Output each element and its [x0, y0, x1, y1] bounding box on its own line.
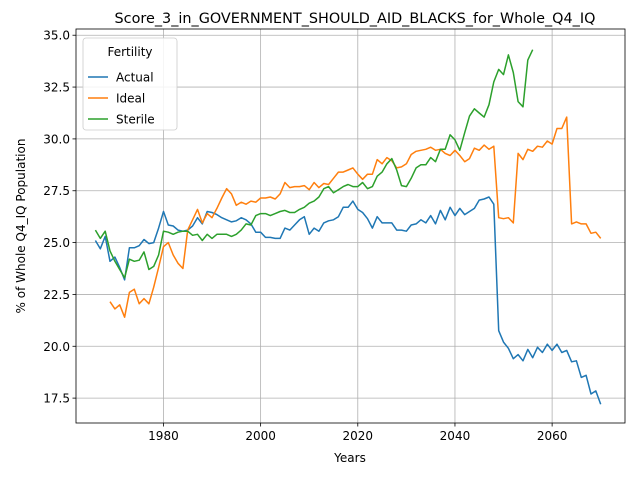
x-axis-label: Years — [333, 451, 366, 465]
plot-area-frame — [75, 28, 626, 424]
y-tick-label: 25.0 — [43, 236, 70, 250]
y-tick-label: 22.5 — [43, 288, 70, 302]
legend-box — [82, 37, 178, 131]
chart-title: Score_3_in_GOVERNMENT_SHOULD_AID_BLACKS_… — [115, 11, 596, 27]
x-tick-label: 2000 — [245, 429, 276, 443]
y-tick-label: 30.0 — [43, 132, 70, 146]
legend: Fertility Actual Ideal Sterile — [82, 37, 178, 131]
legend-label-ideal: Ideal — [116, 92, 145, 106]
axis-ticks: 1980 2000 2020 2040 2060 17.5 20.0 22.5 25.0 27.5… — [43, 29, 567, 443]
x-tick-label: 2060 — [537, 429, 568, 443]
legend-label-sterile: Sterile — [116, 113, 155, 127]
legend-title: Fertility — [107, 45, 152, 59]
x-tick-label: 1980 — [148, 429, 179, 443]
y-tick-label: 27.5 — [43, 184, 70, 198]
x-tick-label: 2040 — [440, 429, 471, 443]
y-tick-label: 17.5 — [43, 392, 70, 406]
y-tick-label: 20.0 — [43, 340, 70, 354]
y-tick-label: 35.0 — [43, 29, 70, 43]
y-tick-label: 32.5 — [43, 81, 70, 95]
y-axis-label: % of Whole Q4_IQ Population — [14, 139, 28, 314]
series-line-actual — [94, 196, 602, 405]
series-layer — [94, 49, 602, 405]
series-line-sterile — [94, 49, 534, 279]
series-line-ideal — [109, 116, 602, 318]
x-tick-label: 2020 — [343, 429, 374, 443]
legend-label-actual: Actual — [116, 71, 154, 85]
legend-items: Actual Ideal Sterile — [88, 71, 155, 127]
